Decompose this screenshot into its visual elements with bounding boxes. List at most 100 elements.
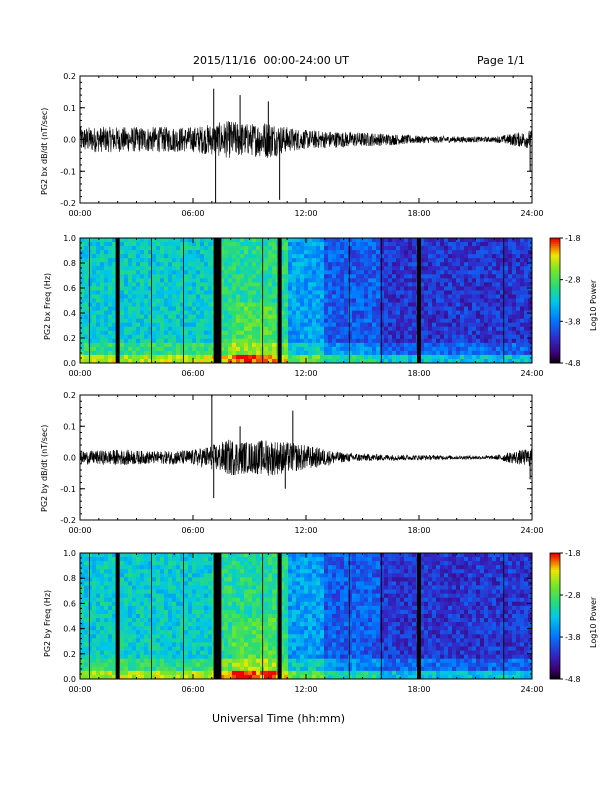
heatmap-cell bbox=[196, 330, 201, 336]
heatmap-cell bbox=[516, 278, 521, 283]
heatmap-cell bbox=[364, 354, 369, 360]
heatmap-cell bbox=[452, 250, 457, 255]
heatmap-cell bbox=[440, 330, 445, 336]
heatmap-cell bbox=[196, 609, 201, 615]
heatmap-cell bbox=[124, 646, 129, 651]
heatmap-cell bbox=[488, 258, 493, 263]
heatmap-cell bbox=[296, 310, 301, 316]
heatmap-cell bbox=[176, 278, 181, 283]
heatmap-cell bbox=[208, 254, 213, 259]
heatmap-cell bbox=[192, 310, 197, 316]
heatmap-cell bbox=[180, 565, 185, 570]
heatmap-cell bbox=[160, 573, 165, 578]
heatmap-cell bbox=[196, 597, 201, 603]
heatmap-cell bbox=[516, 342, 521, 348]
heatmap-cell bbox=[132, 577, 137, 582]
heatmap-cell bbox=[140, 646, 145, 651]
heatmap-cell bbox=[364, 270, 369, 275]
heatmap-cell bbox=[256, 322, 261, 328]
heatmap-cell bbox=[468, 350, 473, 356]
heatmap-cell bbox=[344, 318, 349, 324]
heatmap-cell bbox=[344, 350, 349, 356]
heatmap-cell bbox=[252, 246, 257, 251]
heatmap-cell bbox=[412, 358, 417, 364]
heatmap-cell bbox=[132, 334, 137, 340]
heatmap-cell bbox=[180, 581, 185, 586]
heatmap-cell bbox=[316, 326, 321, 332]
heatmap-cell bbox=[336, 250, 341, 255]
heatmap-cell bbox=[96, 302, 101, 307]
heatmap-cell bbox=[80, 662, 85, 668]
heatmap-cell bbox=[364, 358, 369, 364]
heatmap-cell bbox=[420, 258, 425, 263]
heatmap-cell bbox=[220, 242, 225, 247]
heatmap-cell bbox=[228, 334, 233, 340]
heatmap-cell bbox=[312, 270, 317, 275]
heatmap-cell bbox=[492, 330, 497, 336]
heatmap-cell bbox=[504, 326, 509, 332]
heatmap-cell bbox=[104, 553, 109, 558]
heatmap-cell bbox=[124, 294, 129, 299]
heatmap-cell bbox=[220, 346, 225, 352]
heatmap-cell bbox=[248, 322, 253, 328]
heatmap-cell bbox=[340, 346, 345, 352]
heatmap-cell bbox=[404, 278, 409, 283]
heatmap-cell bbox=[128, 609, 133, 615]
heatmap-cell bbox=[428, 258, 433, 263]
heatmap-cell bbox=[272, 270, 277, 275]
heatmap-cell bbox=[100, 306, 105, 311]
heatmap-cell bbox=[120, 354, 125, 360]
heatmap-cell bbox=[336, 258, 341, 263]
heatmap-cell bbox=[188, 638, 193, 643]
heatmap-cell bbox=[332, 330, 337, 336]
heatmap-cell bbox=[200, 250, 205, 255]
heatmap-cell bbox=[108, 581, 113, 586]
heatmap-cell bbox=[352, 302, 357, 307]
heatmap-cell bbox=[132, 254, 137, 259]
heatmap-cell bbox=[448, 330, 453, 336]
heatmap-cell bbox=[168, 298, 173, 303]
heatmap-cell bbox=[224, 330, 229, 336]
heatmap-cell bbox=[412, 326, 417, 332]
heatmap-cell bbox=[152, 294, 157, 299]
heatmap-cell bbox=[420, 346, 425, 352]
heatmap-cell bbox=[280, 302, 285, 307]
heatmap-cell bbox=[364, 294, 369, 299]
heatmap-cell bbox=[152, 577, 157, 582]
heatmap-cell bbox=[156, 314, 161, 320]
heatmap-cell bbox=[516, 262, 521, 267]
heatmap-cell bbox=[332, 274, 337, 279]
heatmap-cell bbox=[312, 286, 317, 291]
heatmap-cell bbox=[84, 278, 89, 283]
heatmap-cell bbox=[408, 310, 413, 316]
heatmap-cell bbox=[396, 278, 401, 283]
heatmap-cell bbox=[124, 278, 129, 283]
heatmap-cell bbox=[468, 322, 473, 328]
heatmap-cell bbox=[188, 266, 193, 271]
heatmap-cell bbox=[136, 314, 141, 320]
heatmap-cell bbox=[468, 346, 473, 352]
heatmap-cell bbox=[196, 630, 201, 635]
heatmap-cell bbox=[124, 650, 129, 656]
heatmap-cell bbox=[496, 346, 501, 352]
heatmap-cell bbox=[188, 346, 193, 352]
heatmap-cell bbox=[80, 302, 85, 307]
heatmap-cell bbox=[480, 334, 485, 340]
panel2-ytick-label: 0.8 bbox=[63, 259, 76, 268]
heatmap-cell bbox=[448, 266, 453, 271]
heatmap-cell bbox=[164, 338, 169, 344]
heatmap-cell bbox=[332, 238, 337, 243]
heatmap-cell bbox=[356, 358, 361, 364]
heatmap-cell bbox=[260, 242, 265, 247]
heatmap-cell bbox=[148, 593, 153, 599]
heatmap-cell bbox=[316, 286, 321, 291]
colorbar-step bbox=[550, 252, 560, 256]
heatmap-cell bbox=[520, 270, 525, 275]
heatmap-cell bbox=[208, 238, 213, 243]
heatmap-cell bbox=[380, 246, 385, 251]
heatmap-cell bbox=[448, 294, 453, 299]
heatmap-cell bbox=[344, 310, 349, 316]
heatmap-cell bbox=[136, 338, 141, 344]
heatmap-cell bbox=[192, 338, 197, 344]
heatmap-cell bbox=[480, 322, 485, 328]
